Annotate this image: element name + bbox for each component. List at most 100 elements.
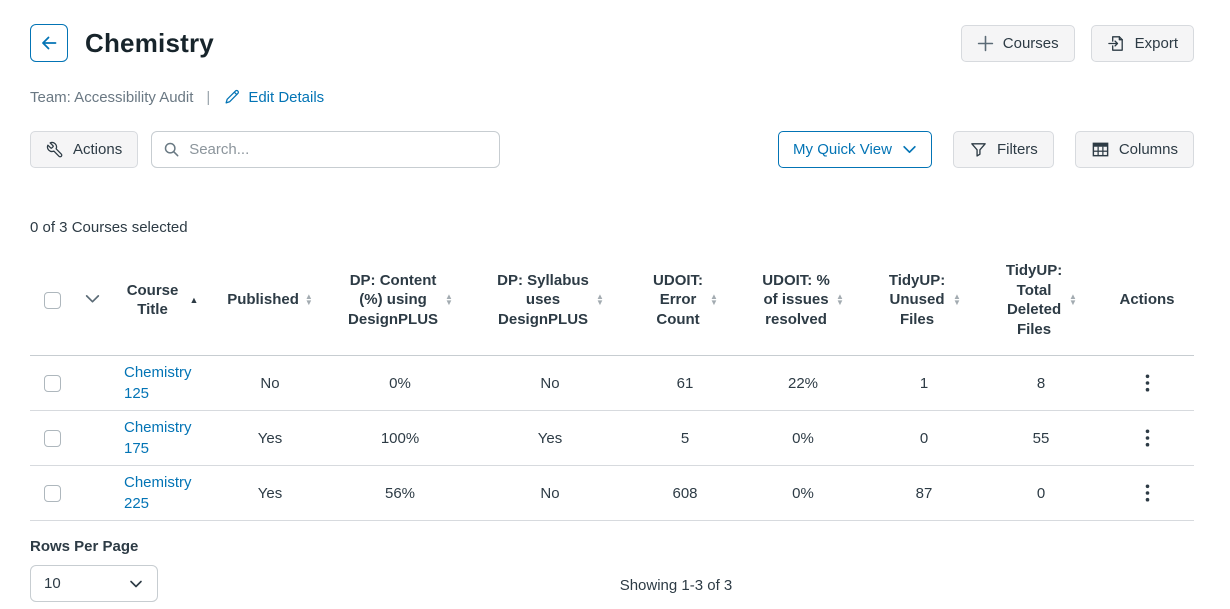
chevron-down-icon: [128, 576, 144, 592]
search-icon: [163, 141, 180, 158]
row-expand-cell: [74, 465, 110, 521]
table-row: Chemistry 125 No 0% No 61 22% 1 8: [30, 355, 1194, 411]
table-header-row: Course Title ▲ Published ▲ ▼ DP: Content …: [30, 245, 1194, 356]
table-row: Chemistry 175 Yes 100% Yes 5 0% 0 55: [30, 410, 1194, 466]
table-columns-icon: [1091, 140, 1110, 159]
selection-summary: 0 of 3 Courses selected: [30, 219, 188, 236]
tidyup-unused-cell: 0: [866, 410, 982, 466]
page-header: Chemistry Courses Export: [30, 24, 1194, 62]
row-menu-button[interactable]: [1137, 425, 1158, 451]
column-label: DP: Syllabus uses DesignPLUS: [497, 271, 589, 328]
row-expand-cell: [74, 410, 110, 466]
columns-button[interactable]: Columns: [1074, 131, 1194, 168]
sort-icon: ▲ ▼: [1069, 292, 1077, 307]
sort-icon: ▲ ▼: [596, 292, 604, 307]
course-link[interactable]: Chemistry 225: [124, 474, 192, 512]
row-checkbox[interactable]: [43, 429, 61, 447]
filters-label: Filters: [996, 141, 1038, 158]
column-header-course-title[interactable]: Course Title ▲: [110, 245, 210, 356]
dp-syllabus-cell: No: [470, 465, 630, 521]
kebab-menu-icon: [1145, 374, 1150, 392]
column-header-tidyup-unused[interactable]: TidyUP: Unused Files ▲ ▼: [866, 245, 982, 356]
chevron-down-icon: [902, 142, 917, 157]
column-header-udoit-resolved[interactable]: UDOIT: % of issues resolved ▲ ▼: [740, 245, 866, 356]
row-actions-cell: [1100, 465, 1194, 521]
row-menu-button[interactable]: [1137, 370, 1158, 396]
column-header-actions: Actions: [1100, 245, 1194, 356]
search-input[interactable]: [189, 141, 489, 158]
arrow-left-icon: [39, 33, 59, 53]
tidyup-deleted-cell: 55: [982, 410, 1100, 466]
udoit-errors-cell: 608: [630, 465, 740, 521]
select-all-checkbox[interactable]: [43, 291, 61, 309]
row-actions-cell: [1100, 355, 1194, 411]
table-footer: Rows Per Page 10 Showing 1-3 of 3: [30, 538, 1194, 602]
column-label: TidyUP: Total Deleted Files: [1005, 262, 1063, 338]
rows-per-page-label: Rows Per Page: [30, 538, 139, 555]
row-checkbox[interactable]: [43, 374, 61, 392]
row-checkbox[interactable]: [43, 484, 61, 502]
kebab-menu-icon: [1145, 429, 1150, 447]
select-menu-button[interactable]: [82, 288, 103, 309]
column-header-tidyup-deleted[interactable]: TidyUP: Total Deleted Files ▲ ▼: [982, 245, 1100, 356]
udoit-resolved-cell: 22%: [740, 355, 866, 411]
sort-icon: ▲ ▼: [953, 292, 961, 307]
actions-button[interactable]: Actions: [30, 131, 139, 168]
dp-content-cell: 56%: [330, 465, 470, 521]
toolbar-right: My Quick View Filters: [778, 131, 1194, 168]
tidyup-deleted-cell: 0: [982, 465, 1100, 521]
column-label: TidyUP: Unused Files: [888, 271, 946, 328]
team-label: Team: Accessibility Audit: [30, 88, 194, 106]
column-header-published[interactable]: Published ▲ ▼: [210, 245, 330, 356]
edit-details-label: Edit Details: [248, 88, 325, 106]
sort-icon: ▲ ▼: [836, 292, 844, 307]
tidyup-unused-cell: 87: [866, 465, 982, 521]
filters-button[interactable]: Filters: [952, 131, 1054, 168]
row-select-cell: [30, 465, 74, 521]
column-label: Published: [227, 291, 299, 309]
kebab-menu-icon: [1145, 484, 1150, 502]
column-label: UDOIT: Error Count: [653, 271, 704, 328]
dp-syllabus-cell: No: [470, 355, 630, 411]
udoit-errors-cell: 61: [630, 355, 740, 411]
udoit-resolved-cell: 0%: [740, 410, 866, 466]
export-button[interactable]: Export: [1090, 24, 1194, 62]
column-header-dp-content[interactable]: DP: Content (%) using DesignPLUS ▲ ▼: [330, 245, 470, 356]
tidyup-deleted-cell: 8: [982, 355, 1100, 411]
column-label: Actions: [1119, 291, 1175, 309]
column-label: Course Title: [126, 281, 179, 319]
divider: |: [206, 88, 211, 106]
column-header-dp-syllabus[interactable]: DP: Syllabus uses DesignPLUS ▲ ▼: [470, 245, 630, 356]
course-link[interactable]: Chemistry 125: [124, 364, 192, 402]
select-menu-cell: [74, 245, 110, 356]
export-label: Export: [1134, 34, 1178, 52]
published-cell: Yes: [210, 410, 330, 466]
plus-icon: [977, 35, 994, 52]
column-label: UDOIT: % of issues resolved: [762, 271, 830, 328]
row-select-cell: [30, 410, 74, 466]
wrench-icon: [46, 141, 64, 159]
row-actions-cell: [1100, 410, 1194, 466]
header-actions: Courses Export: [960, 24, 1194, 62]
funnel-icon: [969, 140, 988, 159]
quick-view-label: My Quick View: [793, 141, 892, 158]
course-link[interactable]: Chemistry 175: [124, 419, 192, 457]
showing-summary: Showing 1-3 of 3: [619, 577, 733, 594]
chevron-down-icon: [84, 290, 101, 307]
course-title-cell: Chemistry 175: [110, 410, 210, 466]
edit-details-link[interactable]: Edit Details: [223, 88, 324, 106]
pencil-icon: [223, 88, 241, 106]
rows-per-page-value: 10: [44, 575, 61, 592]
rows-per-page-select[interactable]: 10: [30, 565, 158, 602]
published-cell: No: [210, 355, 330, 411]
row-menu-button[interactable]: [1137, 480, 1158, 506]
quick-view-button[interactable]: My Quick View: [778, 131, 932, 168]
actions-label: Actions: [73, 141, 123, 158]
back-button[interactable]: [30, 24, 68, 62]
add-courses-button[interactable]: Courses: [960, 24, 1075, 62]
column-header-udoit-errors[interactable]: UDOIT: Error Count ▲ ▼: [630, 245, 740, 356]
rows-per-page-group: Rows Per Page 10: [30, 538, 158, 602]
sort-icon: ▲ ▼: [445, 292, 453, 307]
row-expand-cell: [74, 355, 110, 411]
